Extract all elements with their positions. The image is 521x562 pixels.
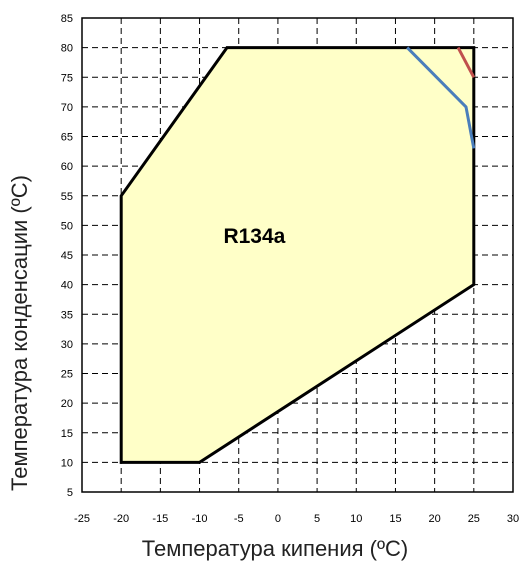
x-tick-label: 0 [275,513,281,525]
x-tick-label: -15 [152,513,168,525]
x-tick-label: 15 [389,513,401,525]
operating-envelope [119,46,476,464]
x-axis-label: Температура кипения (ºC) [142,536,408,561]
x-tick-label: -5 [234,513,244,525]
x-tick-label: 25 [468,513,480,525]
y-tick-label: 30 [61,339,73,351]
plot-frame [81,17,514,493]
y-tick-label: 80 [61,43,73,55]
y-tick-label: 75 [61,72,73,84]
x-tick-label: -25 [74,513,90,525]
x-tick-label: 20 [429,513,441,525]
y-tick-label: 20 [61,398,73,410]
x-tick-labels: -25 -20 -15 -10 -5 0 5 10 15 20 25 30 [74,513,519,525]
y-tick-label: 50 [61,220,73,232]
series-line-1 [406,46,476,149]
y-tick-label: 15 [61,428,73,440]
y-tick-label: 35 [61,309,73,321]
series-lines [406,46,476,149]
y-tick-label: 65 [61,132,73,144]
y-tick-label: 40 [61,280,73,292]
y-tick-label: 10 [61,457,73,469]
series-line-2 [456,46,476,79]
y-tick-label: 45 [61,250,73,262]
y-tick-label: 25 [61,369,73,381]
y-axis-label: Температура конденсации (ºC) [7,175,32,491]
y-tick-label: 70 [61,102,73,114]
x-tick-label: -20 [113,513,129,525]
y-tick-label: 85 [61,13,73,25]
x-tick-label: 5 [314,513,320,525]
x-tick-label: -10 [192,513,208,525]
y-tick-label: 5 [67,487,73,499]
y-tick-label: 60 [61,161,73,173]
y-tick-labels: 5 10 15 20 25 30 35 40 45 50 55 60 65 70 75 80 85 [61,13,73,499]
y-tick-label: 55 [61,191,73,203]
x-tick-label: 10 [350,513,362,525]
x-tick-label: 30 [507,513,519,525]
refrigerant-label: R134a [223,225,285,248]
